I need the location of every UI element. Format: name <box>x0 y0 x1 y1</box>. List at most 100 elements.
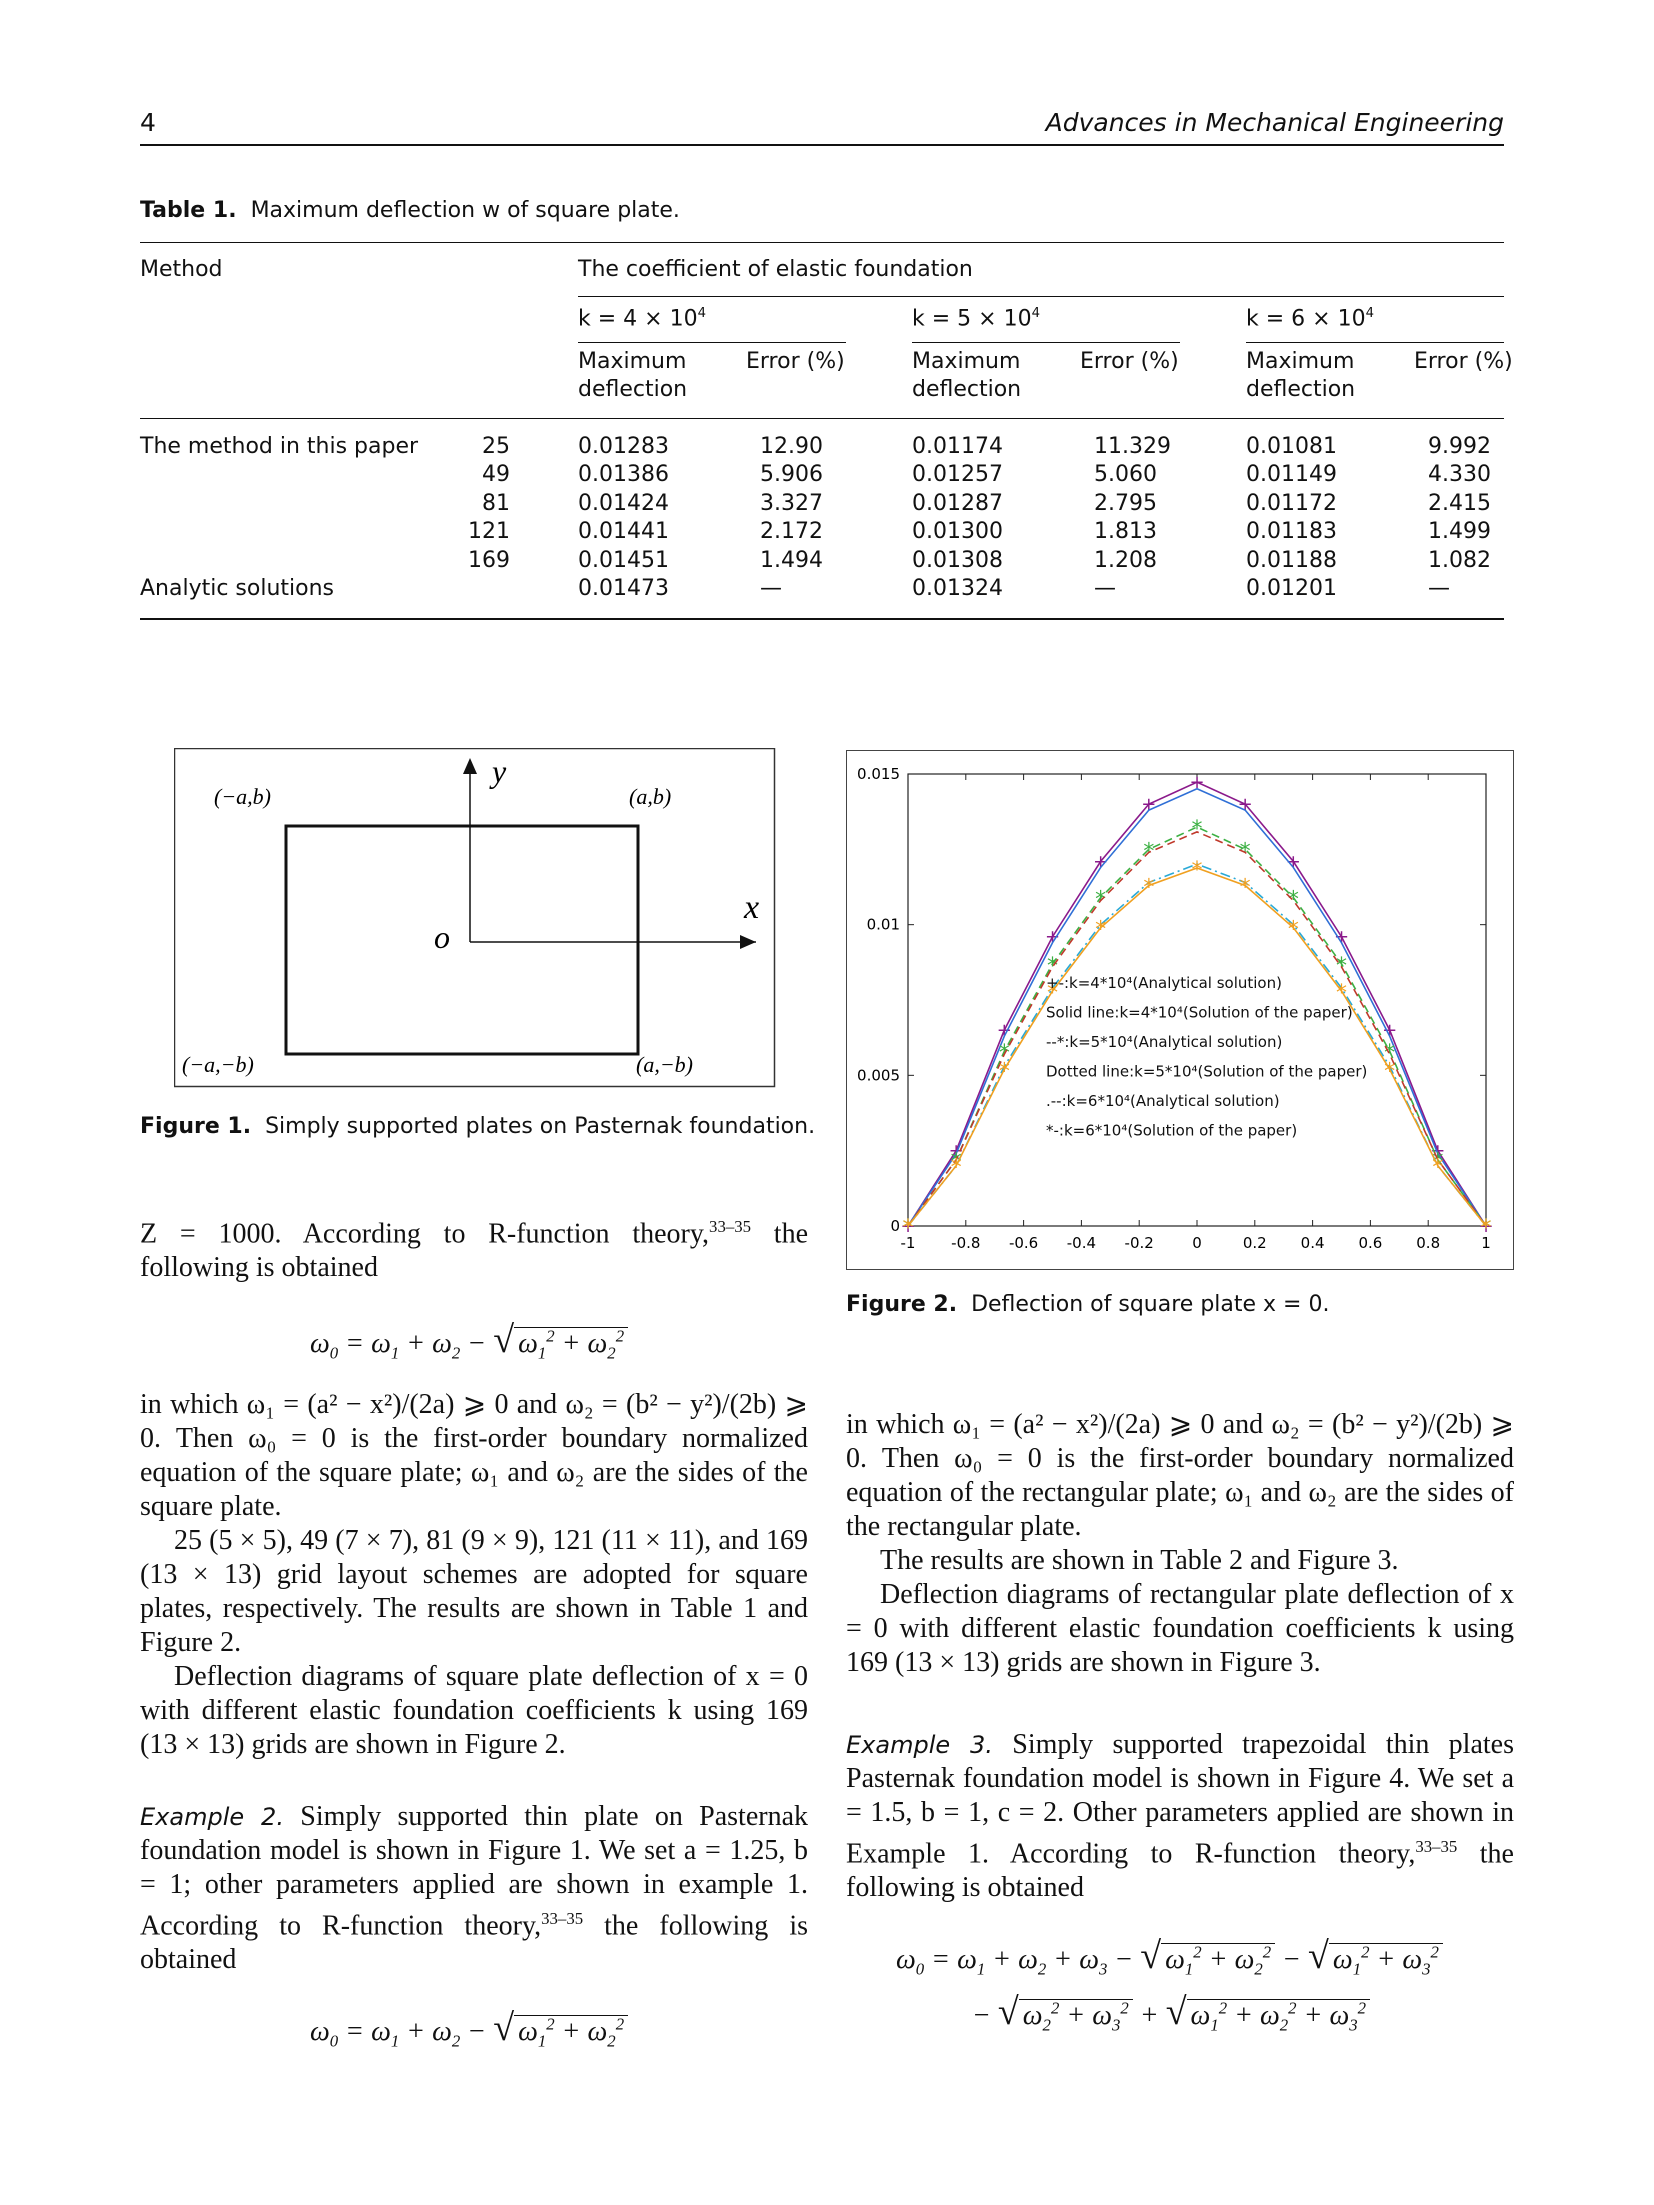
row-method-label: The method in this paper <box>140 434 419 459</box>
x-tick-label: -0.4 <box>1067 1234 1096 1252</box>
error-cell: 5.906 <box>760 462 823 488</box>
error-cell: 1.208 <box>1094 547 1157 573</box>
analytic-deflection-cell: 0.01324 <box>912 576 1003 601</box>
error-cell: 1.813 <box>1094 519 1157 545</box>
series-line <box>907 830 1487 1227</box>
left-paragraph-4: Deflection diagrams of square plate defl… <box>140 1661 808 1760</box>
legend-entry: Solid line:k=4*10⁴(Solution of the paper… <box>1046 1004 1353 1022</box>
k-rule-2 <box>912 342 1180 343</box>
data-point-marker: + <box>1238 794 1253 815</box>
x-tick-label: -0.8 <box>951 1234 980 1252</box>
origin-label: o <box>434 919 450 955</box>
data-point-marker: * <box>1481 1216 1492 1241</box>
data-point-marker: + <box>1093 851 1108 872</box>
right-paragraph-3: Deflection diagrams of rectangular plate… <box>846 1579 1514 1678</box>
sub-err-1: Error (%) <box>746 349 845 374</box>
deflection-cell: 0.01172 <box>1246 490 1337 516</box>
error-cell: 1.494 <box>760 547 823 573</box>
k-rule-1 <box>578 342 846 343</box>
data-point-marker: + <box>1045 927 1060 948</box>
data-point-marker: * <box>1432 1156 1443 1181</box>
error-cell: 5.060 <box>1094 462 1157 488</box>
data-point-marker: + <box>1334 927 1349 948</box>
journal-title: Advances in Mechanical Engineering <box>1045 108 1504 137</box>
series-line <box>907 826 1487 1227</box>
x-tick-label: -0.6 <box>1009 1234 1038 1252</box>
figure1-caption: Figure 1. Simply supported plates on Pas… <box>140 1114 816 1139</box>
data-point-marker: * <box>1481 1216 1492 1241</box>
grid-size-cell: 49 <box>482 462 510 488</box>
deflection-cell: 0.01149 <box>1246 462 1337 488</box>
analytic-error-cell: — <box>760 576 782 601</box>
equation-1: ω0 = ω1 + ω2 − √ ω12 + ω22 <box>310 1318 629 1364</box>
grid-size-cell: 121 <box>468 519 510 545</box>
corner-tr-label: (a,b) <box>629 784 671 809</box>
left-paragraph-5: Example 2. Simply supported thin plate o… <box>140 1801 809 1976</box>
series-line <box>907 863 1487 1227</box>
grid-size-cell: 81 <box>482 490 510 516</box>
grid-size-cell: 25 <box>482 434 510 459</box>
series-line <box>907 781 1487 1227</box>
data-point-marker: * <box>1288 918 1299 943</box>
error-cell: 3.327 <box>760 490 823 516</box>
col-group-header: The coefficient of elastic foundation <box>578 257 973 282</box>
k-header-2: k = 5 × 104 <box>912 306 1040 332</box>
header-bottom-rule <box>140 418 1504 419</box>
analytic-deflection-cell: 0.01473 <box>578 576 669 601</box>
series-line <box>907 787 1487 1227</box>
data-point-marker: * <box>903 1216 914 1241</box>
data-point-marker: + <box>1382 1020 1397 1041</box>
data-point-marker: + <box>1286 851 1301 872</box>
data-point-marker: * <box>1336 981 1347 1006</box>
data-point-marker: + <box>1141 794 1156 815</box>
corner-tl-label: (−a,b) <box>214 784 271 809</box>
data-point-marker: * <box>1288 888 1299 913</box>
sub-max-1: Maximum deflection <box>578 349 688 402</box>
x-tick-label: 0.4 <box>1301 1234 1325 1252</box>
table-label: Table 1. <box>140 198 237 223</box>
y-tick-label: 0.005 <box>857 1066 900 1084</box>
x-tick-label: -0.2 <box>1125 1234 1154 1252</box>
sub-err-2: Error (%) <box>1080 349 1179 374</box>
deflection-cell: 0.01441 <box>578 519 669 545</box>
legend-entry: .--:k=6*10⁴(Analytical solution) <box>1046 1092 1280 1110</box>
x-tick-label: -1 <box>901 1234 916 1252</box>
analytic-error-cell: — <box>1094 576 1116 601</box>
table-caption: Table 1. Maximum deflection w of square … <box>140 198 680 223</box>
analytic-error-cell: — <box>1428 576 1450 601</box>
data-point-marker: + <box>1189 772 1204 793</box>
data-point-marker: * <box>1095 918 1106 943</box>
x-axis-arrow <box>740 935 756 949</box>
sub-max-3: Maximum deflection <box>1246 349 1356 402</box>
page-number: 4 <box>140 108 156 137</box>
deflection-cell: 0.01300 <box>912 519 1003 545</box>
col-method-header: Method <box>140 257 223 282</box>
y-tick-label: 0.015 <box>857 765 900 783</box>
k-rule-3 <box>1246 342 1504 343</box>
left-paragraph-3: 25 (5 × 5), 49 (7 × 7), 81 (9 × 9), 121 … <box>140 1525 808 1658</box>
equation-3-line-1: ω0 = ω1 + ω2 + ω3 − √ ω12 + ω22 − √ ω12 + … <box>896 1934 1443 1980</box>
data-point-marker: + <box>997 1020 1012 1041</box>
corner-bl-label: (−a,−b) <box>182 1052 254 1077</box>
legend-entry: *-:k=6*10⁴(Solution of the paper) <box>1046 1122 1297 1140</box>
error-cell: 1.082 <box>1428 547 1491 573</box>
error-cell: 4.330 <box>1428 462 1491 488</box>
plate-rectangle <box>284 824 640 1056</box>
deflection-cell: 0.01386 <box>578 462 669 488</box>
error-cell: 9.992 <box>1428 434 1491 459</box>
k-header-1: k = 4 × 104 <box>578 306 706 332</box>
data-point-marker: * <box>1143 875 1154 900</box>
table-top-rule <box>140 242 1504 243</box>
grid-size-cell: 169 <box>468 547 510 573</box>
data-point-marker: * <box>951 1156 962 1181</box>
table-bottom-rule <box>140 618 1504 620</box>
x-tick-label: 0.6 <box>1358 1234 1382 1252</box>
figure1-diagram: (−a,b) (a,b) (−a,−b) (a,−b) y x o <box>174 748 776 1088</box>
deflection-cell: 0.01424 <box>578 490 669 516</box>
x-axis-label: x <box>743 889 759 926</box>
data-point-marker: * <box>1192 858 1203 883</box>
error-cell: 2.415 <box>1428 490 1491 516</box>
deflection-cell: 0.01081 <box>1246 434 1337 459</box>
error-cell: 2.172 <box>760 519 823 545</box>
data-point-marker: * <box>1432 1150 1443 1175</box>
